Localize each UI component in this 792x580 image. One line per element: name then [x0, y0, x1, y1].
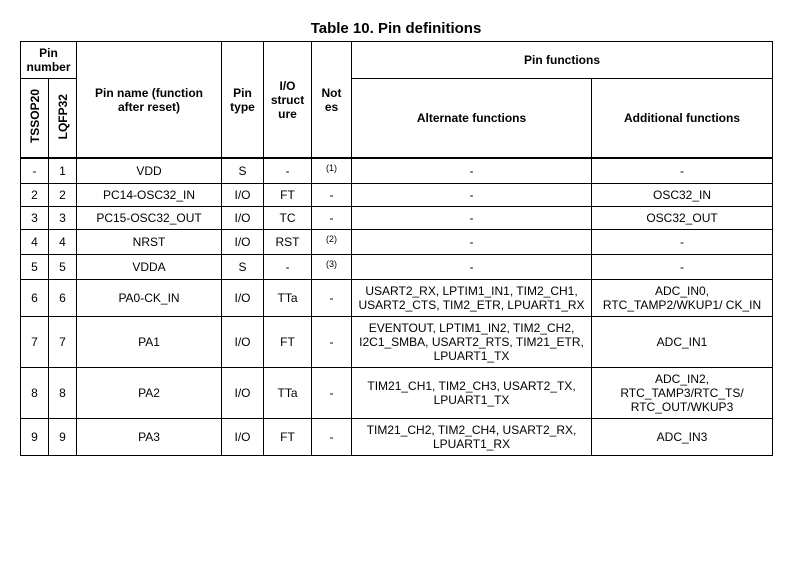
cell-additional: -	[592, 230, 773, 255]
cell-lqfp: 6	[49, 280, 77, 317]
cell-note: (2)	[312, 230, 352, 255]
cell-alternate: -	[352, 207, 592, 230]
cell-pin-type: S	[222, 255, 264, 280]
cell-tssop: 4	[21, 230, 49, 255]
cell-pin-name: VDD	[77, 158, 222, 184]
cell-io-struct: FT	[264, 317, 312, 368]
cell-tssop: 5	[21, 255, 49, 280]
cell-pin-name: PC14-OSC32_IN	[77, 184, 222, 207]
col-header-pin-number: Pin number	[21, 42, 77, 79]
cell-note: -	[312, 368, 352, 419]
table-row: 33PC15-OSC32_OUTI/OTC--OSC32_OUT	[21, 207, 773, 230]
cell-pin-name: NRST	[77, 230, 222, 255]
cell-additional: ADC_IN0, RTC_TAMP2/WKUP1/ CK_IN	[592, 280, 773, 317]
table-title: Table 10. Pin definitions	[20, 20, 772, 37]
col-header-additional: Additional functions	[592, 79, 773, 159]
cell-additional: ADC_IN1	[592, 317, 773, 368]
cell-additional: ADC_IN3	[592, 419, 773, 456]
cell-pin-type: I/O	[222, 280, 264, 317]
cell-additional: OSC32_IN	[592, 184, 773, 207]
cell-tssop: 3	[21, 207, 49, 230]
cell-lqfp: 1	[49, 158, 77, 184]
cell-additional: -	[592, 158, 773, 184]
cell-tssop: 2	[21, 184, 49, 207]
cell-pin-name: PA3	[77, 419, 222, 456]
cell-note: (1)	[312, 158, 352, 184]
cell-alternate: TIM21_CH2, TIM2_CH4, USART2_RX, LPUART1_…	[352, 419, 592, 456]
cell-note: -	[312, 207, 352, 230]
cell-lqfp: 2	[49, 184, 77, 207]
table-row: 44NRSTI/ORST(2)--	[21, 230, 773, 255]
col-header-pin-functions: Pin functions	[352, 42, 773, 79]
cell-alternate: USART2_RX, LPTIM1_IN1, TIM2_CH1, USART2_…	[352, 280, 592, 317]
table-row: 55VDDAS-(3)--	[21, 255, 773, 280]
cell-note: -	[312, 419, 352, 456]
cell-pin-type: I/O	[222, 230, 264, 255]
cell-pin-type: I/O	[222, 368, 264, 419]
cell-lqfp: 4	[49, 230, 77, 255]
cell-io-struct: TTa	[264, 368, 312, 419]
cell-additional: -	[592, 255, 773, 280]
cell-io-struct: -	[264, 255, 312, 280]
col-header-pin-name: Pin name (function after reset)	[77, 42, 222, 159]
col-header-io-struct: I/O struct ure	[264, 42, 312, 159]
pin-definitions-table: Pin number Pin name (function after rese…	[20, 41, 773, 456]
table-row: 66PA0-CK_INI/OTTa-USART2_RX, LPTIM1_IN1,…	[21, 280, 773, 317]
cell-io-struct: TC	[264, 207, 312, 230]
cell-tssop: 7	[21, 317, 49, 368]
cell-note: (3)	[312, 255, 352, 280]
cell-alternate: EVENTOUT, LPTIM1_IN2, TIM2_CH2, I2C1_SMB…	[352, 317, 592, 368]
col-header-tssop: TSSOP20	[21, 79, 49, 159]
col-header-alternate: Alternate functions	[352, 79, 592, 159]
cell-note: -	[312, 317, 352, 368]
table-row: 77PA1I/OFT-EVENTOUT, LPTIM1_IN2, TIM2_CH…	[21, 317, 773, 368]
cell-alternate: TIM21_CH1, TIM2_CH3, USART2_TX, LPUART1_…	[352, 368, 592, 419]
cell-pin-type: I/O	[222, 207, 264, 230]
cell-tssop: 6	[21, 280, 49, 317]
cell-pin-type: I/O	[222, 184, 264, 207]
col-header-pin-type: Pin type	[222, 42, 264, 159]
cell-additional: ADC_IN2, RTC_TAMP3/RTC_TS/ RTC_OUT/WKUP3	[592, 368, 773, 419]
cell-note: -	[312, 280, 352, 317]
cell-lqfp: 9	[49, 419, 77, 456]
cell-lqfp: 8	[49, 368, 77, 419]
table-row: 88PA2I/OTTa-TIM21_CH1, TIM2_CH3, USART2_…	[21, 368, 773, 419]
cell-pin-name: PA2	[77, 368, 222, 419]
cell-alternate: -	[352, 255, 592, 280]
cell-io-struct: TTa	[264, 280, 312, 317]
cell-pin-type: S	[222, 158, 264, 184]
cell-additional: OSC32_OUT	[592, 207, 773, 230]
cell-tssop: 9	[21, 419, 49, 456]
cell-alternate: -	[352, 184, 592, 207]
cell-pin-name: PC15-OSC32_OUT	[77, 207, 222, 230]
col-header-lqfp: LQFP32	[49, 79, 77, 159]
table-header: Pin number Pin name (function after rese…	[21, 42, 773, 159]
col-header-notes: Not es	[312, 42, 352, 159]
cell-pin-name: VDDA	[77, 255, 222, 280]
table-row: 99PA3I/OFT-TIM21_CH2, TIM2_CH4, USART2_R…	[21, 419, 773, 456]
cell-note: -	[312, 184, 352, 207]
table-row: 22PC14-OSC32_INI/OFT--OSC32_IN	[21, 184, 773, 207]
table-body: -1VDDS-(1)--22PC14-OSC32_INI/OFT--OSC32_…	[21, 158, 773, 456]
cell-alternate: -	[352, 158, 592, 184]
cell-pin-name: PA1	[77, 317, 222, 368]
cell-io-struct: RST	[264, 230, 312, 255]
cell-pin-type: I/O	[222, 317, 264, 368]
cell-pin-type: I/O	[222, 419, 264, 456]
cell-tssop: -	[21, 158, 49, 184]
cell-io-struct: -	[264, 158, 312, 184]
cell-tssop: 8	[21, 368, 49, 419]
cell-io-struct: FT	[264, 419, 312, 456]
cell-lqfp: 7	[49, 317, 77, 368]
cell-pin-name: PA0-CK_IN	[77, 280, 222, 317]
cell-lqfp: 5	[49, 255, 77, 280]
cell-alternate: -	[352, 230, 592, 255]
table-row: -1VDDS-(1)--	[21, 158, 773, 184]
cell-lqfp: 3	[49, 207, 77, 230]
cell-io-struct: FT	[264, 184, 312, 207]
